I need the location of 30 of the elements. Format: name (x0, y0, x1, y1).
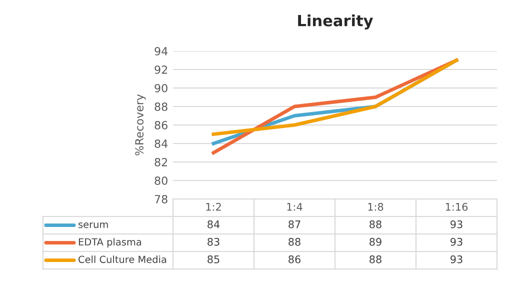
data-label: 89 (370, 238, 382, 246)
y-tick-label: 94 (154, 46, 168, 56)
data-label: 83 (208, 238, 220, 246)
data-label: 88 (370, 255, 382, 264)
data-label: 88 (288, 238, 300, 246)
y-tick-label: 90 (154, 84, 168, 92)
data-label: 87 (288, 220, 300, 228)
y-tick-label: 84 (154, 139, 168, 148)
data-label: 84 (208, 220, 220, 228)
x-tick-label: 1:8 (368, 202, 384, 211)
legend-label: serum (78, 222, 108, 228)
data-label: 86 (288, 255, 300, 264)
legend-label: EDTA plasma (78, 238, 141, 248)
y-tick-label: 78 (154, 194, 168, 204)
chart-title: Linearity (298, 14, 373, 30)
y-tick-label: 86 (154, 120, 168, 130)
data-label: 88 (370, 220, 382, 228)
y-tick-label: 88 (154, 102, 168, 111)
data-label: 93 (450, 238, 462, 246)
data-label: 85 (208, 255, 220, 264)
data-label: 93 (450, 220, 462, 228)
y-tick-label: 92 (154, 65, 168, 74)
y-axis-title: %Recovery (135, 94, 146, 156)
x-tick-label: 1:2 (206, 202, 221, 211)
legend-label: Cell Culture Media (78, 256, 166, 264)
y-tick-label: 80 (154, 176, 168, 185)
x-tick-label: 1:16 (446, 202, 468, 211)
y-tick-label: 82 (154, 158, 168, 166)
data-label: 93 (450, 255, 462, 264)
x-tick-label: 1:4 (287, 203, 302, 211)
